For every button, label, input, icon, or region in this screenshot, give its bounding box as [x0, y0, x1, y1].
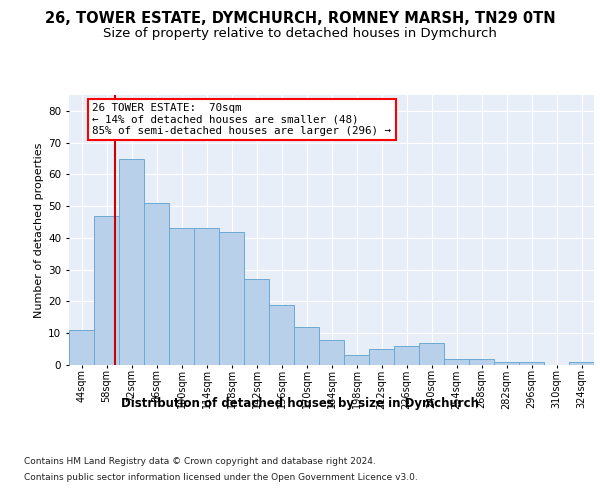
Bar — [94, 216, 119, 365]
Text: 26 TOWER ESTATE:  70sqm
← 14% of detached houses are smaller (48)
85% of semi-de: 26 TOWER ESTATE: 70sqm ← 14% of detached… — [92, 103, 391, 136]
Bar — [394, 346, 419, 365]
Bar — [295, 327, 319, 365]
Bar — [520, 362, 544, 365]
Bar — [469, 358, 494, 365]
Bar — [419, 343, 443, 365]
Bar — [319, 340, 344, 365]
Bar — [244, 279, 269, 365]
Bar — [169, 228, 194, 365]
Bar — [119, 158, 143, 365]
Bar — [194, 228, 218, 365]
Text: Distribution of detached houses by size in Dymchurch: Distribution of detached houses by size … — [121, 398, 479, 410]
Y-axis label: Number of detached properties: Number of detached properties — [34, 142, 44, 318]
Bar — [220, 232, 244, 365]
Bar — [494, 362, 518, 365]
Text: Size of property relative to detached houses in Dymchurch: Size of property relative to detached ho… — [103, 28, 497, 40]
Text: Contains public sector information licensed under the Open Government Licence v3: Contains public sector information licen… — [24, 472, 418, 482]
Bar — [145, 203, 169, 365]
Bar — [70, 330, 94, 365]
Text: Contains HM Land Registry data © Crown copyright and database right 2024.: Contains HM Land Registry data © Crown c… — [24, 458, 376, 466]
Bar — [370, 349, 394, 365]
Text: 26, TOWER ESTATE, DYMCHURCH, ROMNEY MARSH, TN29 0TN: 26, TOWER ESTATE, DYMCHURCH, ROMNEY MARS… — [44, 11, 556, 26]
Bar — [445, 358, 469, 365]
Bar — [269, 304, 293, 365]
Bar — [344, 356, 368, 365]
Bar — [569, 362, 593, 365]
